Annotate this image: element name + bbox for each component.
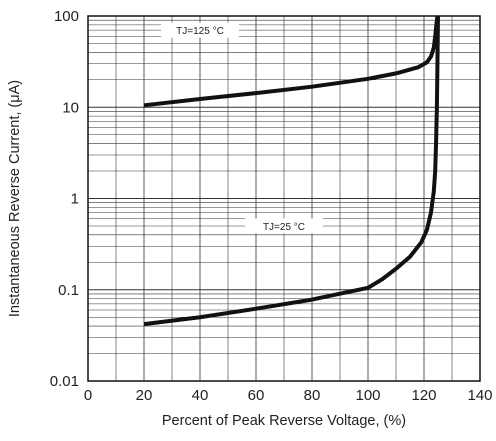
y-tick-label: 0.1 — [58, 282, 79, 299]
annotation-background — [161, 22, 239, 38]
series-line-1 — [143, 15, 440, 327]
x-tick-label: 20 — [136, 387, 153, 404]
annotation-label: TJ=25 °C — [263, 222, 305, 233]
annotation-background — [245, 218, 323, 234]
x-tick-label: 140 — [467, 387, 492, 404]
x-tick-label: 0 — [84, 387, 92, 404]
y-tick-label: 100 — [54, 8, 79, 25]
x-tick-label: 120 — [411, 387, 436, 404]
series-lines — [143, 15, 440, 327]
annotation-label: TJ=125 °C — [176, 26, 224, 37]
annotations: TJ=125 °C TJ=25 °C — [161, 22, 323, 234]
x-tick-label: 80 — [304, 387, 321, 404]
x-tick-label: 40 — [192, 387, 209, 404]
y-axis-title: Instantaneous Reverse Current, (μA) — [7, 80, 23, 317]
x-tick-label: 100 — [355, 387, 380, 404]
y-tick-label: 1 — [71, 191, 79, 208]
y-tick-label: 10 — [62, 99, 79, 116]
plot-frame — [87, 15, 481, 382]
tick-labels: 0 20 40 60 80 100 120 140 0.01 0.1 1 10 100 — [50, 8, 493, 404]
x-tick-label: 60 — [248, 387, 265, 404]
series-line-0 — [143, 15, 440, 108]
y-tick-label: 0.01 — [50, 373, 79, 390]
x-axis-title: Percent of Peak Reverse Voltage, (%) — [162, 413, 406, 429]
grid — [88, 16, 480, 381]
